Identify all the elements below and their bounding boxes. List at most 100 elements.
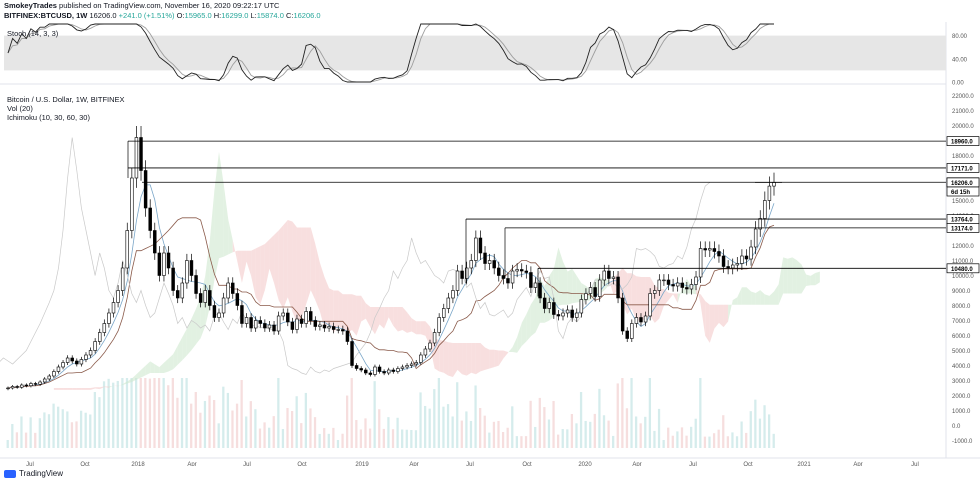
last-price: 16206.0 [89, 11, 117, 20]
cloud-segment [760, 290, 765, 305]
symbol-name[interactable]: BITFINEX:BTCUSD, 1W [4, 11, 88, 20]
cloud-segment [530, 297, 536, 337]
price-tick-label: -1000.0 [952, 439, 973, 445]
volume-bar [38, 418, 41, 448]
cloud-segment [572, 268, 577, 304]
volume-bar [217, 423, 220, 448]
ichimoku-legend[interactable]: Ichimoku (10, 30, 60, 30) [7, 113, 90, 122]
candle-body [253, 320, 258, 329]
candle-body [364, 369, 368, 374]
cloud-segment [177, 337, 183, 365]
high-label: H: [213, 11, 222, 20]
cloud-segment [141, 365, 146, 378]
author-name[interactable]: SmokeyTrades [4, 1, 57, 10]
volume-bar [731, 432, 734, 448]
cloud-segment [333, 290, 339, 333]
volume-bar [11, 424, 14, 448]
cloud-segment [191, 308, 197, 351]
candle-body [386, 369, 391, 374]
candle-body [524, 270, 529, 273]
candle-body [290, 321, 295, 330]
candle-body [744, 255, 749, 260]
candle-body [212, 305, 217, 318]
candle-body [6, 387, 10, 390]
volume-bar [190, 403, 193, 448]
volume-bar [754, 399, 757, 448]
candle-body [437, 317, 441, 333]
volume-bar [93, 392, 97, 448]
cloud-segment [200, 275, 206, 339]
cloud-segment [296, 227, 302, 323]
candle-body [391, 369, 396, 372]
cloud-segment [700, 294, 706, 336]
candle-body [377, 366, 382, 372]
volume-bar [258, 428, 262, 448]
volume-bar [662, 440, 665, 448]
candle-body [611, 276, 616, 279]
cloud-segment [324, 277, 330, 329]
cloud-segment [113, 385, 119, 387]
volume-bar [70, 422, 74, 448]
cloud-segment [746, 287, 752, 305]
volume-bar [515, 436, 518, 448]
candle-body [29, 383, 33, 387]
candle-body [33, 383, 38, 385]
volume-bar [107, 378, 110, 448]
candle-body [38, 381, 42, 385]
volume-bar [199, 412, 202, 448]
candle-body [515, 269, 519, 272]
volume-bar [52, 403, 55, 448]
cloud-segment [480, 343, 486, 372]
candle-body [538, 282, 542, 299]
candle-body [336, 329, 340, 331]
volume-bar [524, 436, 528, 448]
candle-body [143, 170, 148, 209]
candle-body [506, 278, 510, 284]
candle-body [10, 386, 15, 389]
price-label-tag: 10480.0 [946, 263, 980, 274]
cloud-segment [99, 386, 105, 390]
price-label-tag: 17171.0 [946, 163, 980, 173]
cloud-segment [352, 294, 357, 336]
cloud-segment [255, 246, 261, 305]
volume-bar [226, 392, 230, 448]
candle-body [451, 290, 455, 299]
candle-body [139, 137, 143, 171]
candle-body [61, 362, 65, 368]
candle-body [597, 279, 602, 297]
stoch-legend[interactable]: Stoch (14, 3, 3) [7, 29, 59, 38]
cloud-segment [544, 275, 550, 323]
volume-bar [157, 378, 161, 448]
cloud-segment [801, 264, 807, 294]
low-label: L: [250, 11, 257, 20]
cloud-segment [397, 307, 403, 332]
volume-bars [6, 378, 775, 448]
candle-body [24, 384, 29, 387]
volume-bar [469, 420, 473, 448]
cloud-segment [173, 345, 178, 370]
cloud-segment [402, 307, 408, 333]
volume-bar [621, 378, 624, 448]
volume-bar [231, 410, 234, 448]
volume-bar [625, 408, 629, 448]
candle-body [570, 309, 574, 318]
time-tick-label: 2020 [578, 462, 592, 468]
volume-bar [24, 432, 28, 448]
candle-body [648, 293, 652, 317]
cloud-segment [521, 314, 527, 346]
candle-body [464, 267, 469, 279]
candle-body [487, 260, 492, 264]
candle-body [148, 207, 152, 231]
volume-bar [98, 397, 101, 448]
cloud-segment [512, 337, 518, 353]
main-series-legend[interactable]: Bitcoin / U.S. Dollar, 1W, BITFINEX [7, 95, 125, 104]
cloud-segment [150, 361, 155, 373]
brand-footer[interactable]: TradingView [4, 469, 63, 478]
cloud-segment [764, 294, 770, 305]
volume-bar [203, 400, 207, 448]
cloud-segment [494, 349, 499, 368]
volume-bar [368, 428, 372, 448]
volume-legend[interactable]: Vol (20) [7, 104, 33, 113]
